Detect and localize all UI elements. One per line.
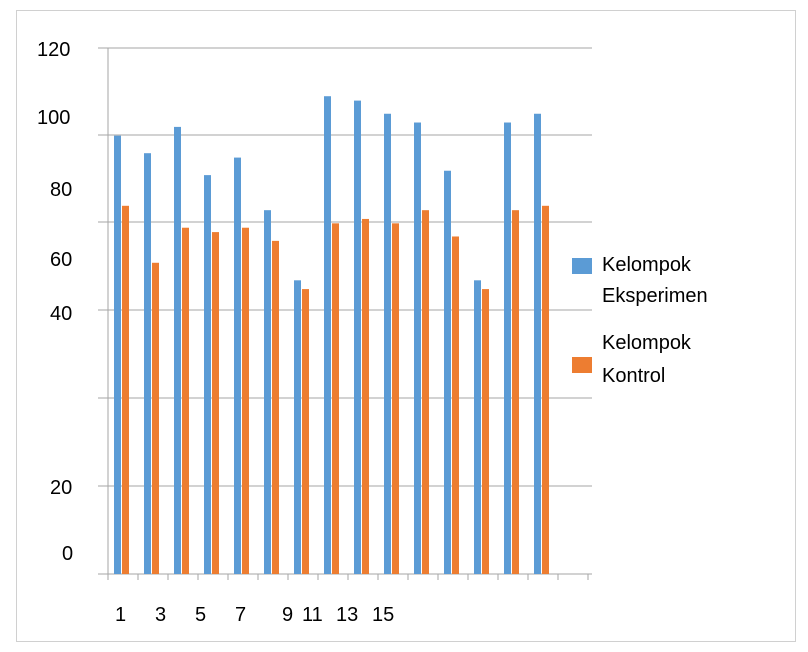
bar-kontrol <box>212 232 219 574</box>
bar-eksperimen <box>264 210 271 574</box>
bar-eksperimen <box>234 157 241 575</box>
bar-kontrol <box>512 210 519 574</box>
bar-kontrol <box>482 289 489 574</box>
bar-eksperimen <box>174 126 181 575</box>
bar-kontrol <box>272 240 279 574</box>
bar-kontrol <box>152 262 159 574</box>
y-tick-label: 20 <box>50 477 72 499</box>
bar-kontrol <box>122 205 129 575</box>
legend-label-kontrol-line2: Kontrol <box>602 365 665 387</box>
x-tick-label: 11 <box>302 604 323 626</box>
bar-eksperimen <box>294 280 301 574</box>
y-tick-label: 40 <box>50 303 72 325</box>
bar-kontrol <box>362 218 369 574</box>
y-tick-label: 120 <box>37 39 70 61</box>
legend-swatch-eksperimen <box>572 258 592 274</box>
bar-eksperimen <box>414 122 421 575</box>
bar-eksperimen <box>504 122 511 575</box>
bar-eksperimen <box>444 170 451 574</box>
bar-eksperimen <box>204 175 211 574</box>
bar-eksperimen <box>144 153 151 574</box>
x-tick-label: 13 <box>336 604 358 626</box>
bar-kontrol <box>332 223 339 575</box>
legend-swatch-kontrol <box>572 357 592 373</box>
bar-eksperimen <box>384 113 391 574</box>
bar-kontrol <box>242 227 249 574</box>
bar-kontrol <box>302 289 309 574</box>
x-tick-label: 1 <box>115 604 126 626</box>
bar-kontrol <box>422 210 429 574</box>
bar-eksperimen <box>534 113 541 574</box>
x-tick-label: 5 <box>195 604 206 626</box>
bar-kontrol <box>452 236 459 574</box>
legend: Kelompok Eksperimen Kelompok Kontrol <box>572 254 708 387</box>
bar-kontrol <box>392 223 399 575</box>
y-tick-label: 60 <box>50 249 72 271</box>
bar-eksperimen <box>114 135 121 574</box>
bar-eksperimen <box>324 96 331 574</box>
x-tick-labels: 1 3 5 7 9 11 13 15 <box>115 604 394 626</box>
x-tick-label: 7 <box>235 604 246 626</box>
y-tick-label: 0 <box>62 543 73 565</box>
bar-eksperimen <box>474 280 481 574</box>
y-tick-labels: 120 100 80 60 40 20 0 <box>37 39 73 565</box>
y-tick-label: 80 <box>50 179 72 201</box>
bars <box>114 96 549 575</box>
legend-label-eksperimen-line2: Eksperimen <box>602 285 708 307</box>
legend-label-eksperimen-line1: Kelompok <box>602 254 692 276</box>
bar-kontrol <box>542 205 549 575</box>
x-tick-label: 15 <box>372 604 394 626</box>
x-tick-label: 3 <box>155 604 166 626</box>
y-tick-label: 100 <box>37 107 70 129</box>
bar-eksperimen <box>354 100 361 574</box>
bar-kontrol <box>182 227 189 574</box>
legend-label-kontrol-line1: Kelompok <box>602 332 692 354</box>
x-tick-label: 9 <box>282 604 293 626</box>
